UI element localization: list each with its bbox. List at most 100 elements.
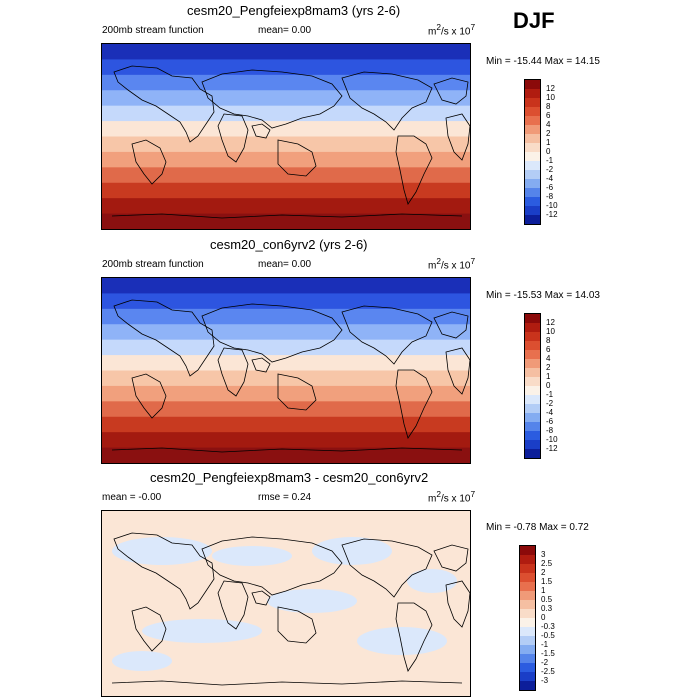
panel-3-map-svg [102,511,470,696]
colorbar-swatch [525,440,540,449]
colorbar-label: -8 [546,426,554,435]
map-field-anomaly [407,569,457,593]
panel-3-rmse-label: rmse = 0.24 [258,492,312,503]
panel-1-map [101,43,471,230]
colorbar-swatch [525,197,540,206]
map-field-band [102,416,470,434]
map-field-band [102,293,470,310]
map-field-band [102,105,470,123]
colorbar-label: 0 [541,613,546,622]
colorbar-label: -4 [546,174,554,183]
map-field-band [102,355,470,372]
panel-3-colorbar-swatches [519,545,536,691]
panel-1-colorbar-swatches [524,79,541,225]
colorbar-swatch [525,125,540,134]
coastline [395,602,433,672]
colorbar-swatch [525,134,540,143]
colorbar-label: 3 [541,550,546,559]
coastline [111,680,463,686]
colorbar-swatch [525,98,540,107]
coastline [201,536,343,596]
colorbar-label: -1.5 [541,649,555,658]
coastline [395,135,433,205]
panel-3-map [101,510,471,697]
map-field-anomaly [112,537,212,565]
map-field-anomaly [212,546,292,566]
colorbar-swatch [525,161,540,170]
colorbar-label: 10 [546,93,555,102]
panel-2-colorbar-swatches [524,313,541,459]
map-field-anomaly [112,651,172,671]
colorbar-swatch [525,143,540,152]
map-field-band [102,447,470,463]
map-field-anomaly [357,627,447,655]
coastline [251,123,271,139]
map-field-band [102,167,470,184]
panel-1-title: cesm20_Pengfeiexp8mam3 (yrs 2-6) [187,3,401,18]
map-field-band [102,182,470,200]
colorbar-swatch [520,609,535,618]
colorbar-swatch [525,422,540,431]
colorbar-swatch [520,672,535,681]
colorbar-swatch [525,323,540,332]
coastline [217,580,249,630]
panel-2-variable-label: 200mb stream function [102,259,204,270]
map-field-band [102,308,470,326]
colorbar-label: -12 [546,210,558,219]
colorbar-swatch [520,627,535,636]
colorbar-swatch [525,152,540,161]
map-field-band [102,44,470,61]
colorbar-label: 6 [546,111,551,120]
colorbar-label: 8 [546,336,551,345]
coastline [111,213,463,219]
coastline [113,299,215,377]
panel-1-variable-label: 200mb stream function [102,25,204,36]
colorbar-swatch [525,404,540,413]
colorbar-swatch [525,377,540,386]
colorbar-label: 12 [546,318,555,327]
colorbar-label: 0 [546,381,551,390]
colorbar-label: 1 [546,372,551,381]
colorbar-swatch [520,555,535,564]
panel-2-map [101,277,471,464]
colorbar-label: 12 [546,84,555,93]
colorbar-label: -2 [546,399,554,408]
colorbar-swatch [525,188,540,197]
colorbar-swatch [520,636,535,645]
coastline [217,347,249,397]
coastline [251,590,271,606]
map-field-band [102,432,470,449]
map-field-band [102,401,470,418]
coastline [111,447,463,453]
panel-2-title: cesm20_con6yrv2 (yrs 2-6) [210,237,368,252]
map-field-anomaly [312,537,392,565]
colorbar-label: -6 [546,417,554,426]
panel-1-minmax: Min = -15.44 Max = 14.15 [486,56,600,67]
colorbar-swatch [520,645,535,654]
colorbar-label: 4 [546,354,551,363]
colorbar-label: -2 [546,165,554,174]
colorbar-label: -1 [546,390,554,399]
map-field-band [102,151,470,169]
colorbar-label: 2 [546,129,551,138]
coastline [131,606,167,652]
panel-3-units: m2/s x 107 [428,489,476,505]
colorbar-label: -1 [546,156,554,165]
colorbar-label: -10 [546,201,558,210]
colorbar-swatch [520,582,535,591]
coastline [445,580,470,628]
colorbar-label: -0.5 [541,631,555,640]
colorbar-label: 8 [546,102,551,111]
colorbar-label: 10 [546,327,555,336]
colorbar-swatch [525,89,540,98]
colorbar-label: 0.5 [541,595,553,604]
map-field-band [102,121,470,138]
colorbar-label: -0.3 [541,622,555,631]
map-field-band [102,74,470,92]
coastline [131,373,167,419]
colorbar-swatch [520,663,535,672]
map-field-band [102,370,470,387]
panel-2-map-svg [102,278,470,463]
coastline [341,305,433,365]
colorbar-swatch [525,314,540,323]
